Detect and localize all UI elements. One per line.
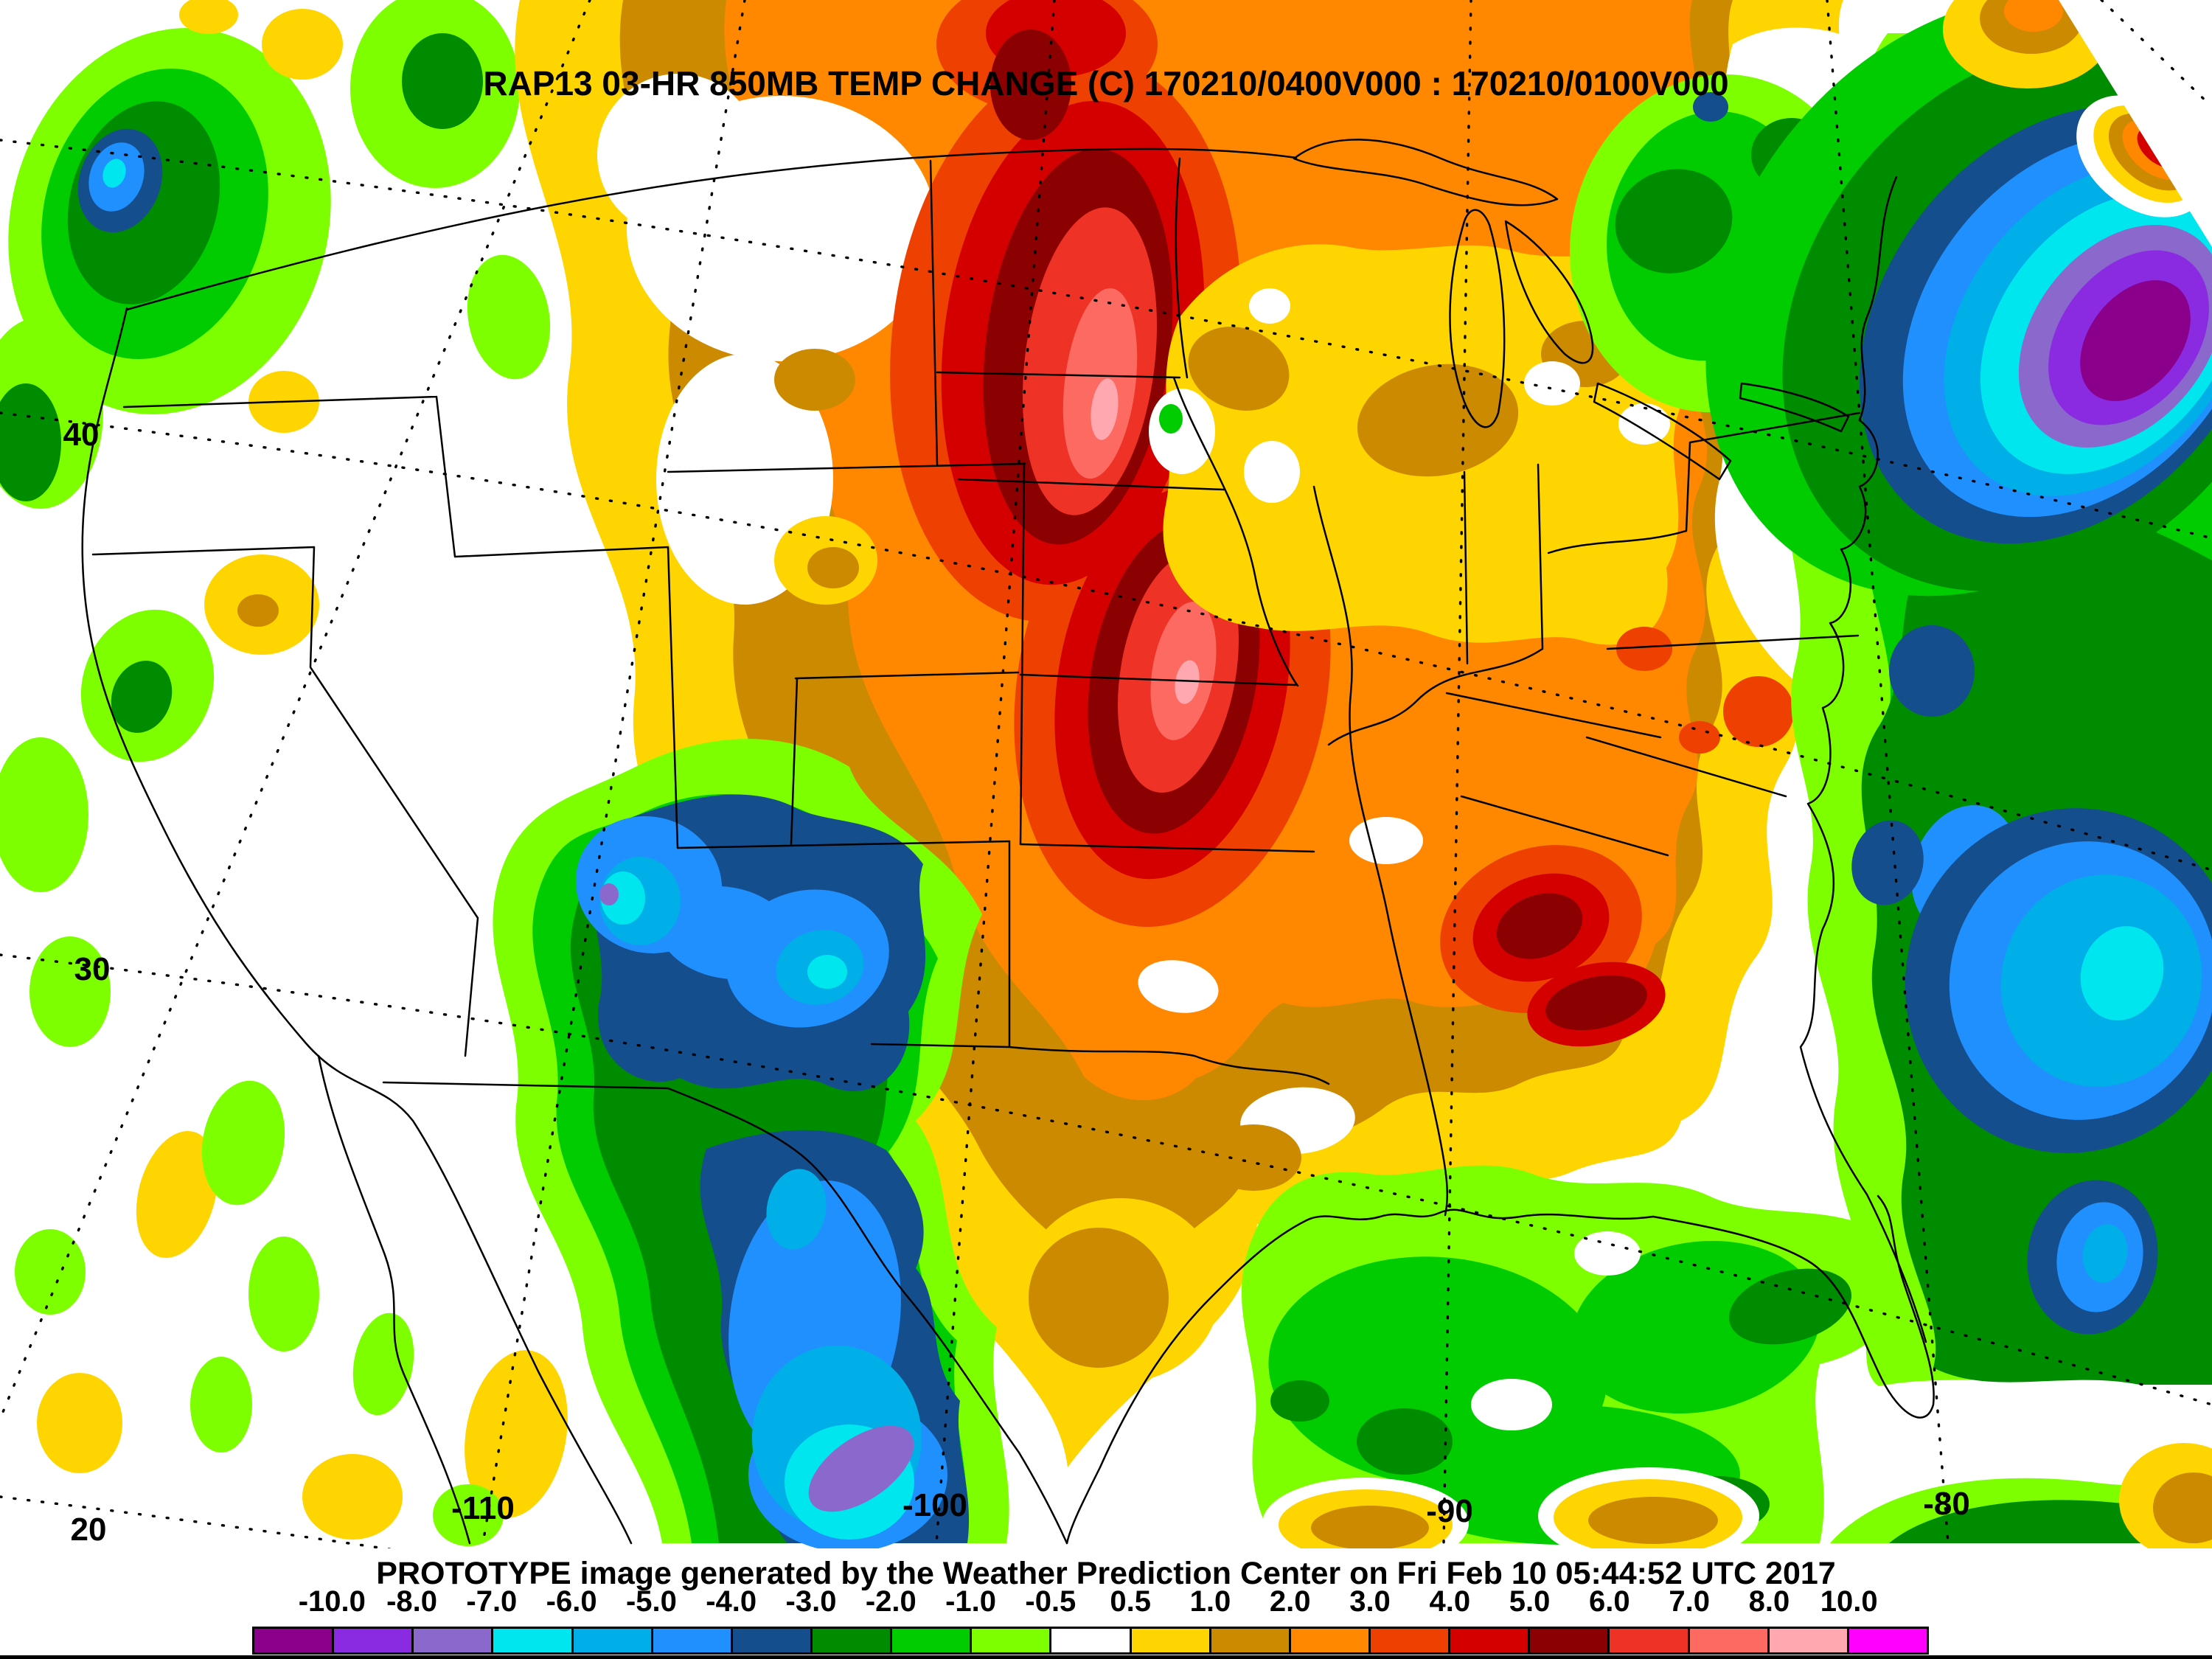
- colorbar-swatch: [730, 1629, 810, 1652]
- patches-mexico-baja: [15, 1080, 568, 1546]
- colorbar: [252, 1627, 1929, 1655]
- longitude-label: -90: [1426, 1493, 1473, 1529]
- colorbar-swatch: [1288, 1629, 1368, 1652]
- cooling-region-northwest: [8, 0, 776, 433]
- bottom-frame-line: [0, 1655, 2212, 1659]
- colorbar-swatch: [1129, 1629, 1209, 1652]
- colorbar-swatch: [1528, 1629, 1608, 1652]
- colorbar-swatch: [1607, 1629, 1688, 1652]
- colorbar-swatch: [1049, 1629, 1130, 1652]
- colorbar-tick-label: 3.0: [1349, 1585, 1391, 1618]
- colorbar-swatch: [491, 1629, 571, 1652]
- colorbar-tick-label: -0.5: [1025, 1585, 1077, 1618]
- colorbar-tick-label: 8.0: [1748, 1585, 1790, 1618]
- colorbar-tick-label: -3.0: [785, 1585, 837, 1618]
- colorbar-swatch: [810, 1629, 891, 1652]
- colorbar-swatch: [1846, 1629, 1927, 1652]
- latitude-label: 30: [74, 951, 111, 987]
- colorbar-swatch: [254, 1629, 333, 1652]
- cooling-region-southwest: [493, 739, 1009, 1548]
- colorbar-tick-label: 5.0: [1509, 1585, 1551, 1618]
- colorbar-swatch: [571, 1629, 651, 1652]
- warm-pocket-upper-midwest: [1149, 244, 1685, 645]
- colorbar-swatch: [1448, 1629, 1528, 1652]
- colorbar-swatch: [1368, 1629, 1449, 1652]
- footer-credit: PROTOTYPE image generated by the Weather…: [376, 1556, 1836, 1591]
- colorbar-swatch: [970, 1629, 1050, 1652]
- warming-cores-southeast: [1021, 627, 1794, 1382]
- colorbar-tick-label: -8.0: [386, 1585, 438, 1618]
- weather-map: [0, 0, 2212, 1548]
- cooling-region-west-coast: [0, 317, 319, 1047]
- colorbar-tick-label: 0.5: [1110, 1585, 1151, 1618]
- colorbar-tick-label: -4.0: [706, 1585, 757, 1618]
- colorbar-tick-label: 1.0: [1189, 1585, 1231, 1618]
- longitude-label: -110: [451, 1490, 515, 1526]
- colorbar-tick-label: -7.0: [466, 1585, 518, 1618]
- colorbar-tick-label: 4.0: [1429, 1585, 1471, 1618]
- colorbar-tick-label: -2.0: [865, 1585, 917, 1618]
- colorbar-swatch: [1767, 1629, 1847, 1652]
- colorbar-swatch: [890, 1629, 970, 1652]
- colorbar-swatch: [650, 1629, 731, 1652]
- colorbar-tick-label: 2.0: [1269, 1585, 1311, 1618]
- colorbar-swatch: [332, 1629, 412, 1652]
- latitude-label: 20: [70, 1512, 107, 1548]
- graticule-lines: [0, 0, 2212, 1548]
- map-title: RAP13 03-HR 850MB TEMP CHANGE (C) 170210…: [483, 64, 1729, 102]
- colorbar-tick-label: -1.0: [945, 1585, 997, 1618]
- colorbar-tick-label: -5.0: [625, 1585, 677, 1618]
- longitude-label: -80: [1923, 1486, 1970, 1522]
- colorbar-tick-label: 6.0: [1589, 1585, 1630, 1618]
- contour-fills: [0, 0, 2212, 1548]
- cooling-band-caribbean: [1830, 1443, 2212, 1548]
- latitude-label: 40: [63, 417, 100, 453]
- colorbar-tick-label: -6.0: [546, 1585, 597, 1618]
- colorbar-swatch: [411, 1629, 492, 1652]
- longitude-label: -100: [902, 1487, 968, 1523]
- colorbar-swatch: [1208, 1629, 1289, 1652]
- state-and-coast-lines: [81, 139, 1935, 1545]
- colorbar-tick-label: 7.0: [1669, 1585, 1710, 1618]
- cooling-core-northeast: [1705, 0, 2212, 597]
- cooling-region-gulf-south: [1241, 1165, 1906, 1548]
- colorbar-tick-label: -10.0: [298, 1585, 366, 1618]
- colorbar-tick-label: 10.0: [1820, 1585, 1878, 1618]
- colorbar-swatch: [1687, 1629, 1767, 1652]
